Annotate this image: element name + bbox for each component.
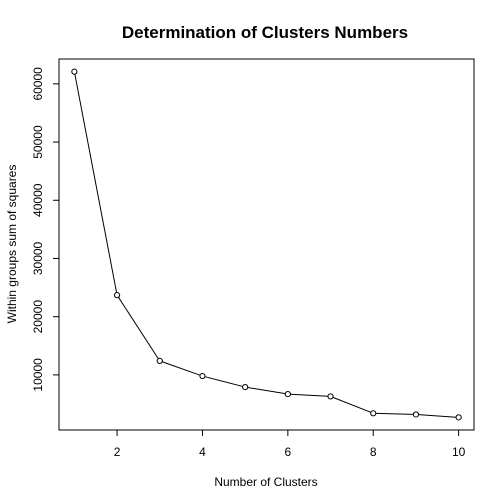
data-point [327,393,334,400]
y-tick-label: 30000 [31,241,45,275]
x-tick-label: 4 [199,445,206,459]
y-tick-label: 50000 [31,125,45,159]
y-tick-label: 60000 [31,67,45,101]
x-tick-label: 10 [452,445,466,459]
y-axis-label: Within groups sum of squares [5,165,19,324]
series-line-segment [290,393,328,397]
x-axis-label: Number of Clusters [214,475,317,489]
series-line-segment [247,387,286,395]
series-line-segment [162,361,201,376]
series-line-segment [332,396,372,413]
chart-title: Determination of Clusters Numbers [122,23,408,42]
axes: 2 4 6 8 10 10000 20000 30000 40000 50000 60000 [31,67,466,459]
y-tick-label: 40000 [31,183,45,217]
series-line-segment [375,412,414,415]
data-point [284,390,291,398]
series-line-segment [204,376,243,387]
data-point [156,357,163,365]
data-point [113,292,121,299]
x-tick-label: 2 [114,445,121,459]
y-tick-label: 10000 [31,358,45,392]
data-point [199,372,206,380]
series-layer [71,68,462,421]
plot-frame [58,58,475,431]
x-tick-label: 6 [285,445,292,459]
series-line-segment [118,297,159,360]
data-point [242,384,249,391]
data-point [455,414,462,421]
data-point [71,68,78,75]
data-point [412,411,420,418]
y-tick-label: 20000 [31,300,45,334]
x-tick-label: 8 [370,445,377,459]
series-line-segment [418,414,457,418]
series-line-segment [74,74,118,293]
data-point [370,410,377,417]
